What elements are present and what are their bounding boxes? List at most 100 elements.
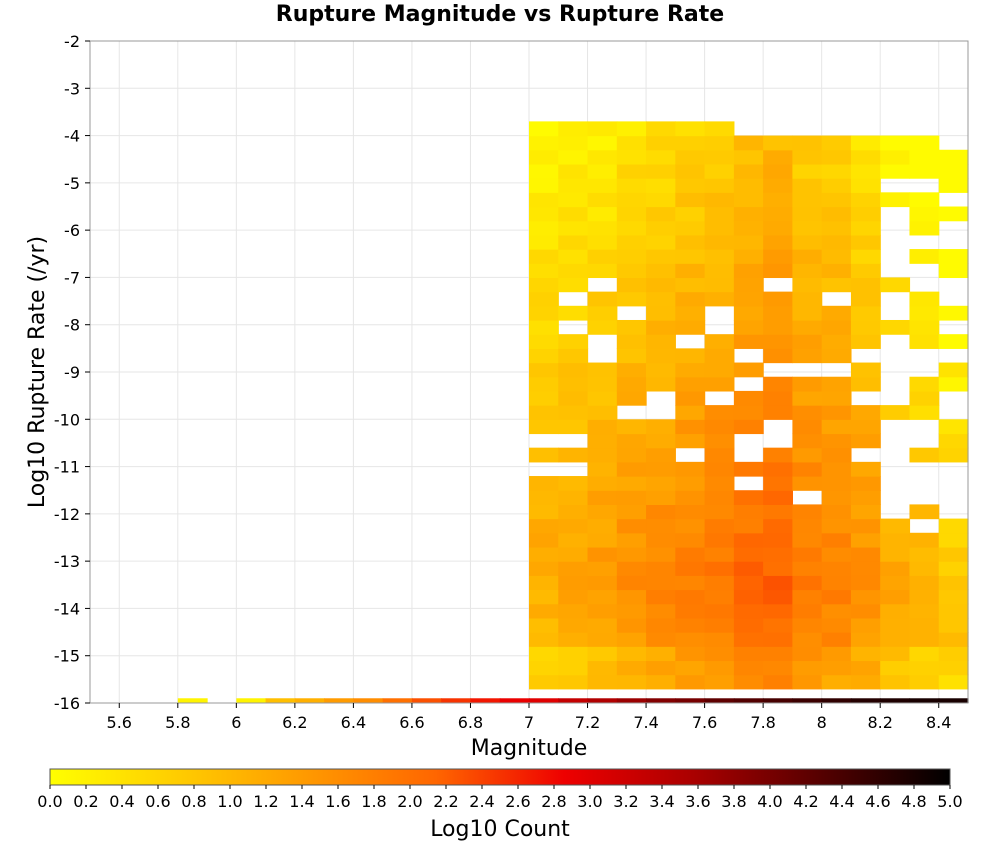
heatmap-cell — [646, 632, 676, 647]
heatmap-cell — [821, 178, 852, 193]
colorbar-tick-label: 2.8 — [541, 792, 566, 811]
heatmap-cell — [792, 206, 823, 222]
heatmap-cell — [821, 461, 852, 477]
heatmap-cell — [704, 589, 735, 605]
heatmap-cell — [646, 249, 676, 264]
heatmap-cell — [704, 419, 735, 435]
heatmap-cell — [646, 121, 676, 137]
heatmap-cell — [792, 518, 823, 534]
heatmap-cell — [821, 249, 852, 264]
heatmap-cell — [821, 348, 852, 364]
x-tick-label: 7 — [524, 713, 534, 732]
x-tick-label: 6.6 — [399, 713, 424, 732]
colorbar-tick-label: 1.2 — [253, 792, 278, 811]
heatmap-cell — [792, 263, 823, 279]
heatmap-cell — [587, 646, 618, 662]
heatmap-cell — [704, 575, 735, 591]
heatmap-cell — [558, 532, 589, 548]
heatmap-cell — [704, 532, 735, 548]
heatmap-cell — [792, 476, 823, 491]
heatmap-cell — [938, 546, 969, 562]
heatmap-cell — [733, 249, 764, 264]
heatmap-cell — [411, 698, 442, 703]
heatmap-cell — [704, 476, 735, 491]
heatmap-cell — [909, 390, 940, 406]
heatmap-cell — [880, 532, 911, 548]
heatmap-cell — [704, 234, 735, 250]
heatmap-cell — [821, 518, 852, 534]
heatmap-cell — [938, 362, 969, 378]
heatmap-cell — [558, 546, 589, 562]
heatmap-cell — [821, 433, 852, 449]
heatmap-cell — [880, 698, 911, 703]
heatmap-cell — [763, 405, 793, 420]
heatmap-cell — [733, 334, 764, 349]
heatmap-cell — [909, 163, 940, 179]
y-tick-label: -10 — [54, 410, 80, 429]
heatmap-cell — [587, 362, 618, 378]
heatmap-cell — [616, 220, 647, 236]
heatmap-cell — [558, 362, 589, 378]
heatmap-cell — [675, 135, 706, 151]
heatmap-cell — [792, 532, 823, 548]
heatmap-cell — [704, 263, 735, 279]
heatmap-cell — [529, 319, 559, 335]
heatmap-cell — [558, 220, 589, 236]
heatmap-cell — [529, 617, 559, 633]
heatmap-cell — [558, 419, 589, 435]
heatmap-cell — [763, 376, 793, 392]
heatmap-cell — [646, 447, 676, 463]
heatmap-cell — [704, 249, 735, 264]
heatmap-cell — [792, 447, 823, 463]
heatmap-cell — [821, 575, 852, 591]
heatmap-cell — [850, 291, 881, 307]
heatmap-cell — [646, 348, 676, 364]
heatmap-cell — [529, 348, 559, 364]
heatmap-cell — [675, 249, 706, 264]
heatmap-cell — [938, 433, 969, 449]
y-axis-title: Log10 Rupture Rate (/yr) — [25, 236, 50, 508]
heatmap-cell — [850, 532, 881, 548]
heatmap-cell — [529, 263, 559, 279]
heatmap-cell — [909, 632, 940, 647]
heatmap-cell — [587, 603, 618, 619]
heatmap-cell — [850, 149, 881, 165]
heatmap-cell — [587, 419, 618, 435]
heatmap-cell — [646, 135, 676, 151]
heatmap-cell — [587, 532, 618, 548]
y-tick-label: -6 — [64, 221, 80, 240]
heatmap-cell — [616, 603, 647, 619]
heatmap-cell — [646, 334, 676, 349]
heatmap-cell — [821, 305, 852, 321]
colorbar-tick-label: 0.2 — [73, 792, 98, 811]
heatmap-cell — [587, 490, 618, 505]
heatmap-cell — [558, 249, 589, 264]
heatmap-cell — [616, 390, 647, 406]
heatmap-cell — [850, 220, 881, 236]
y-tick-label: -11 — [54, 458, 80, 477]
colorbar-tick-label: 1.0 — [217, 792, 242, 811]
heatmap-cell — [880, 192, 911, 208]
heatmap-cell — [792, 163, 823, 179]
heatmap-cell — [938, 674, 969, 690]
colorbar-tick-label: 3.4 — [649, 792, 674, 811]
heatmap-cell — [792, 390, 823, 406]
heatmap-cell — [529, 334, 559, 349]
heatmap-cell — [792, 291, 823, 307]
heatmap-cell — [558, 603, 589, 619]
heatmap-cell — [763, 646, 793, 662]
heatmap-cell — [529, 291, 559, 307]
heatmap-cell — [821, 263, 852, 279]
heatmap-cell — [675, 617, 706, 633]
heatmap-cell — [616, 660, 647, 676]
heatmap-cell — [587, 575, 618, 591]
heatmap-cell — [558, 632, 589, 647]
x-axis-ticks: 5.6 5.8 6 6.2 6.4 6.6 6.8 7 7.2 7.4 7.6 7.8 8 8.2 8.4 — [107, 703, 951, 732]
heatmap-cell — [850, 192, 881, 208]
heatmap-cell — [733, 674, 764, 690]
heatmap-cell — [821, 192, 852, 208]
heatmap-cell — [792, 319, 823, 335]
heatmap-cell — [558, 575, 589, 591]
heatmap-cell — [821, 135, 852, 151]
heatmap-cell — [558, 334, 589, 349]
